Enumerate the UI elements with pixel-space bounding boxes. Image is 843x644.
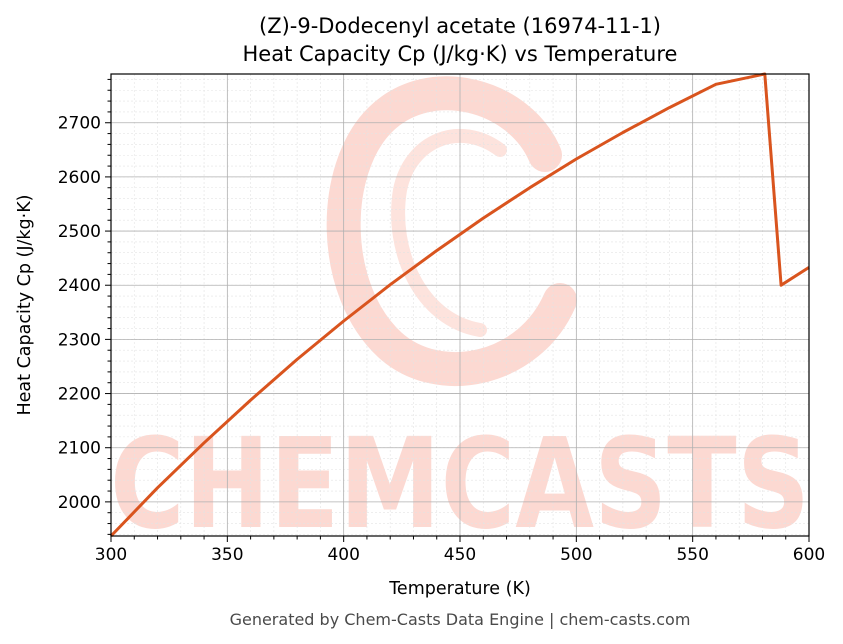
- chart-title-line1: (Z)-9-Dodecenyl acetate (16974-11-1): [259, 14, 661, 38]
- watermark-logo-inner: [391, 128, 507, 337]
- x-tick-label: 350: [211, 545, 243, 565]
- y-tick-label: 2000: [58, 493, 101, 513]
- x-tick-label: 500: [560, 545, 592, 565]
- series-line-0: [109, 72, 810, 538]
- y-tick-label: 2400: [58, 276, 101, 296]
- y-tick-label: 2300: [58, 330, 101, 350]
- y-tick-label: 2700: [58, 114, 101, 134]
- x-tick-label: 300: [95, 545, 127, 565]
- x-axis-label: Temperature (K): [388, 579, 531, 599]
- y-tick-label: 2600: [58, 168, 101, 188]
- axes: 300 350 400 450 500 550 600 2000 2100 2200 2300 240…: [58, 73, 825, 565]
- x-tick-label: 550: [676, 545, 708, 565]
- x-tick-label: 450: [444, 545, 476, 565]
- y-axis-label: Heat Capacity Cp (J/kg·K): [15, 195, 35, 416]
- chart-title-line2: Heat Capacity Cp (J/kg·K) vs Temperature: [243, 42, 678, 66]
- series-group: [109, 72, 810, 538]
- y-tick-label: 2100: [58, 439, 101, 459]
- y-tick-label: 2500: [58, 222, 101, 242]
- x-tick-label: 600: [793, 545, 825, 565]
- y-tick-label: 2200: [58, 385, 101, 405]
- x-tick-label: 400: [327, 545, 359, 565]
- footer-credit: Generated by Chem-Casts Data Engine | ch…: [230, 610, 691, 629]
